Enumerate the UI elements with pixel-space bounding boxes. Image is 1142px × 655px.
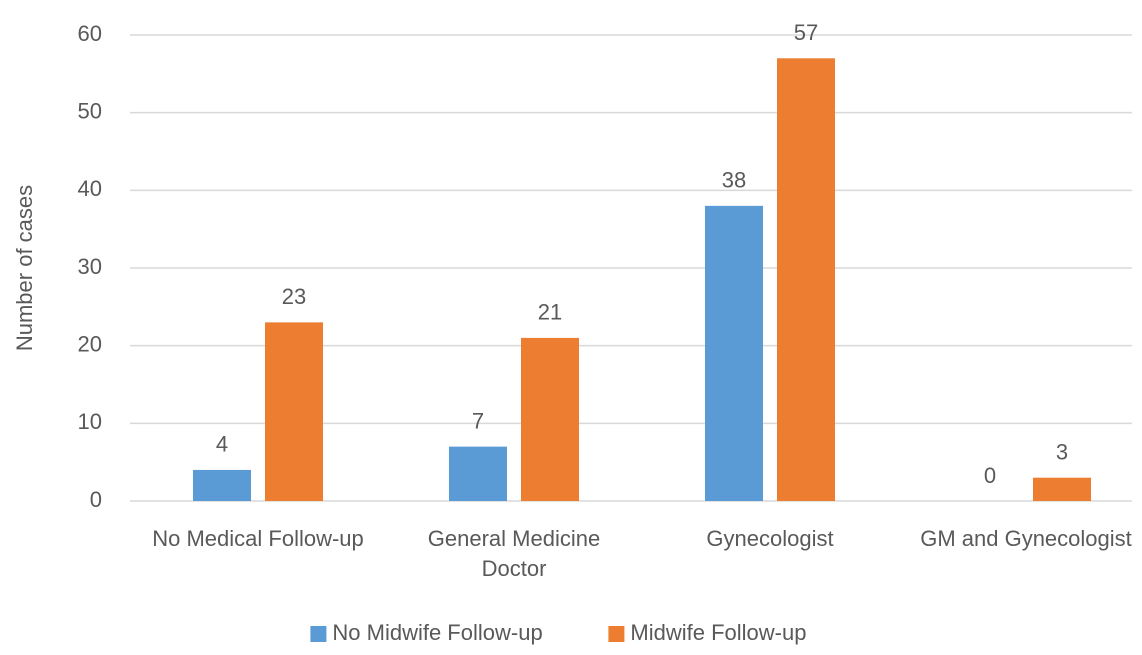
value-label: 57 [794,20,818,45]
y-tick-label: 0 [90,487,102,512]
bar [449,446,507,501]
y-tick-label: 10 [78,409,102,434]
value-label: 4 [216,432,228,457]
legend-swatch [608,626,625,642]
value-label: 7 [472,408,484,433]
x-tick-label: General Medicine Doctor [427,526,601,581]
legend-swatch [310,626,327,642]
bar [265,322,323,501]
y-tick-label: 60 [78,21,102,46]
bar [193,469,251,501]
x-tick-label: GM and Gynecologist [920,526,1132,551]
value-label: 3 [1056,440,1068,465]
legend-label: Midwife Follow-up [630,620,806,645]
bar [705,205,763,501]
bar [1033,477,1091,501]
value-label: 38 [722,168,746,193]
value-label: 0 [984,463,996,488]
bar [777,58,835,502]
y-tick-label: 20 [78,331,102,356]
value-label: 21 [538,300,562,325]
x-tick-label: Gynecologist [706,526,834,551]
legend-label: No Midwife Follow-up [332,620,542,645]
y-tick-label: 30 [78,254,102,279]
y-axis-label: Number of cases [12,185,37,351]
y-tick-label: 40 [78,176,102,201]
value-label: 23 [282,284,306,309]
x-tick-label: No Medical Follow-up [152,526,364,551]
bar [521,337,579,501]
y-tick-label: 50 [78,98,102,123]
